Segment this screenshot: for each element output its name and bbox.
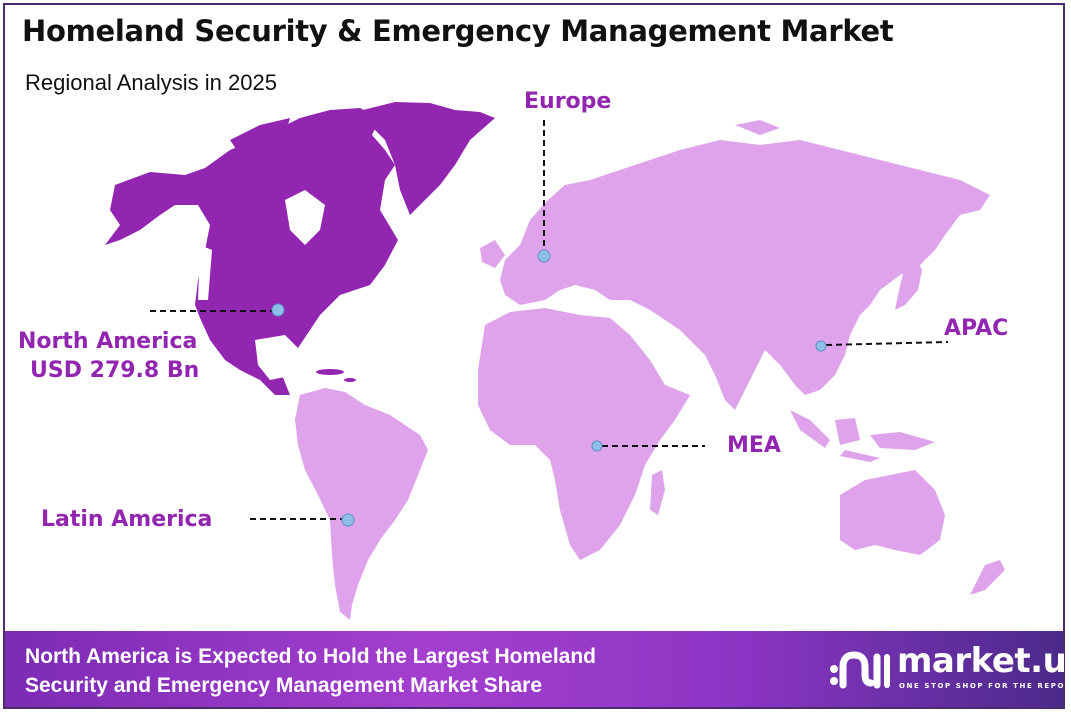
logo-name: market.us <box>897 641 1071 681</box>
leader-line-apac <box>825 341 949 346</box>
caribbean-islands <box>316 369 356 382</box>
footer-line-1: North America is Expected to Hold the La… <box>25 645 596 668</box>
marker-latin-america <box>341 513 355 527</box>
southeast-asia <box>790 410 935 462</box>
page-subtitle: Regional Analysis in 2025 <box>25 70 277 95</box>
market-us-logo-icon <box>830 651 890 689</box>
leader-lines <box>150 120 949 520</box>
marker-mea <box>591 440 603 452</box>
region-north-america <box>105 102 495 395</box>
label-north-america-value: USD 279.8 Bn <box>30 358 200 383</box>
label-europe: Europe <box>524 89 612 114</box>
japan <box>895 255 922 310</box>
region-australia <box>840 470 1005 595</box>
marker-europe <box>537 249 551 263</box>
footer-banner: North America is Expected to Hold the La… <box>5 631 1071 707</box>
region-latin-america <box>295 388 428 620</box>
marker-north-america <box>271 303 285 317</box>
region-eurasia <box>480 120 990 410</box>
label-latin-america: Latin America <box>41 507 213 532</box>
label-mea: MEA <box>727 433 781 458</box>
logo-tagline: ONE STOP SHOP FOR THE REPORTS <box>899 682 1071 690</box>
footer-line-2: Security and Emergency Management Market… <box>25 674 543 697</box>
label-north-america: North America <box>18 329 198 354</box>
marker-apac <box>815 340 827 352</box>
label-apac: APAC <box>944 316 1009 341</box>
region-mea <box>478 308 690 560</box>
footer-message: North America is Expected to Hold the La… <box>25 642 596 700</box>
region-markers <box>271 249 827 527</box>
brand-logo: market.us ONE STOP SHOP FOR THE REPORTS <box>827 641 1071 695</box>
page-title: Homeland Security & Emergency Management… <box>22 14 894 48</box>
map-water <box>198 190 325 380</box>
